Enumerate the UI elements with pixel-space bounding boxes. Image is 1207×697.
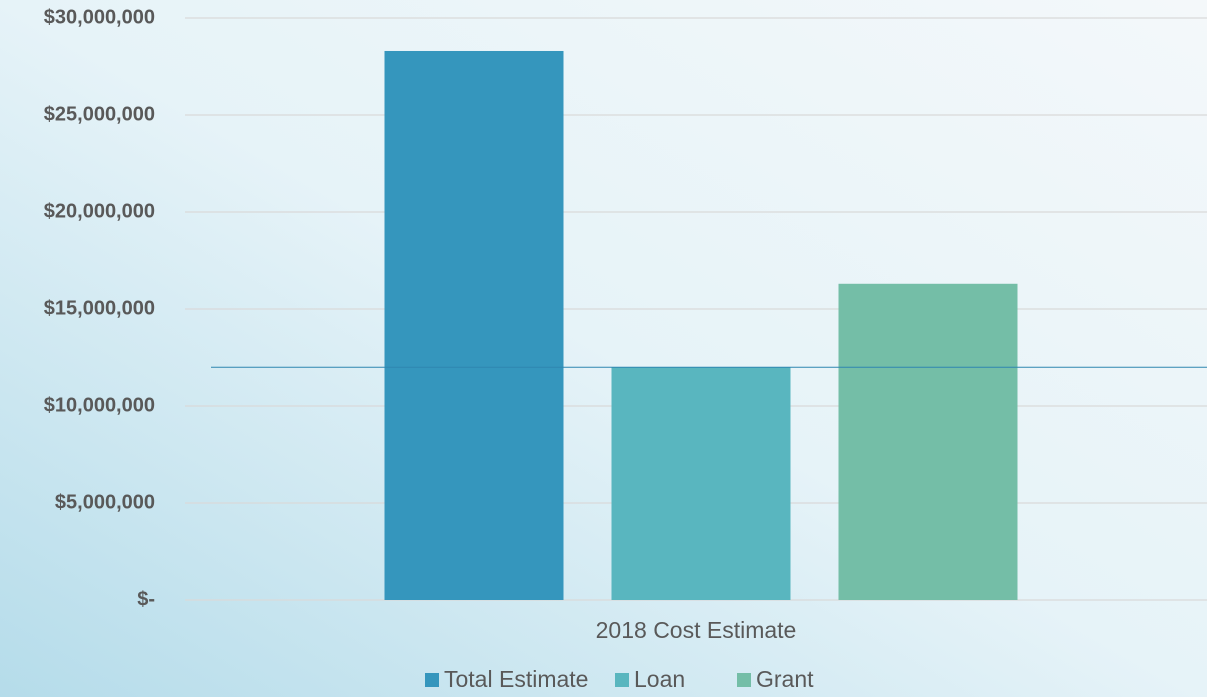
legend-swatch [615, 673, 629, 687]
legend-swatch [425, 673, 439, 687]
x-tick-label: 2018 Cost Estimate [596, 617, 797, 643]
legend-label: Total Estimate [444, 666, 588, 692]
chart: $- $5,000,000 $10,000,000 $15,000,000 $20,00… [0, 0, 1207, 697]
y-tick-label: $25,000,000 [44, 103, 155, 125]
y-tick-label: $5,000,000 [55, 491, 155, 513]
y-tick-label: $- [137, 588, 155, 610]
bar [612, 367, 791, 600]
legend-label: Loan [634, 666, 685, 692]
y-tick-label: $10,000,000 [44, 394, 155, 416]
legend-label: Grant [756, 666, 814, 692]
bar [385, 51, 564, 600]
background [0, 0, 1207, 697]
bar [839, 284, 1018, 600]
legend-swatch [737, 673, 751, 687]
y-tick-label: $30,000,000 [44, 6, 155, 28]
y-tick-label: $15,000,000 [44, 297, 155, 319]
y-tick-label: $20,000,000 [44, 200, 155, 222]
